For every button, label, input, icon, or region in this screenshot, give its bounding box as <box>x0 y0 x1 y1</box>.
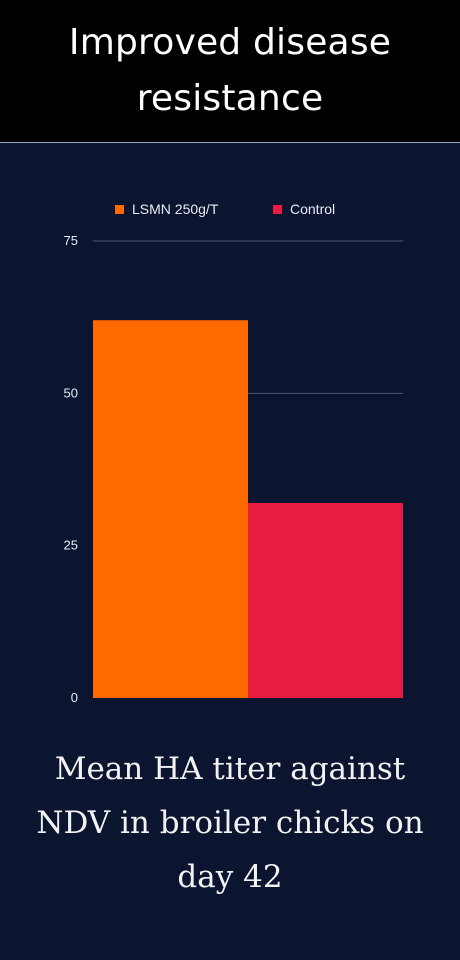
chart-legend: LSMN 250g/T Control <box>115 201 335 217</box>
page-title: Improved disease resistance <box>68 22 392 119</box>
legend-swatch <box>115 205 124 214</box>
bar-chart: LSMN 250g/T Control 0 25 50 75 <box>64 201 403 705</box>
legend-swatch <box>273 205 282 214</box>
chart-caption: Mean HA titer against NDV in broiler chi… <box>36 751 424 895</box>
y-tick-label-25: 25 <box>64 538 78 553</box>
chart-bars <box>93 320 403 698</box>
bar-control <box>248 503 403 698</box>
legend-label: Control <box>290 201 335 217</box>
legend-item-control: Control <box>273 201 335 217</box>
y-tick-label-0: 0 <box>71 690 78 705</box>
header-banner: Improved disease resistance <box>0 0 460 143</box>
legend-label: LSMN 250g/T <box>132 201 219 217</box>
legend-item-lsmn: LSMN 250g/T <box>115 201 219 217</box>
y-tick-label-50: 50 <box>64 385 78 400</box>
y-tick-label-75: 75 <box>64 233 78 248</box>
bar-lsmn <box>93 320 248 698</box>
y-axis-ticks: 0 25 50 75 <box>64 233 78 705</box>
